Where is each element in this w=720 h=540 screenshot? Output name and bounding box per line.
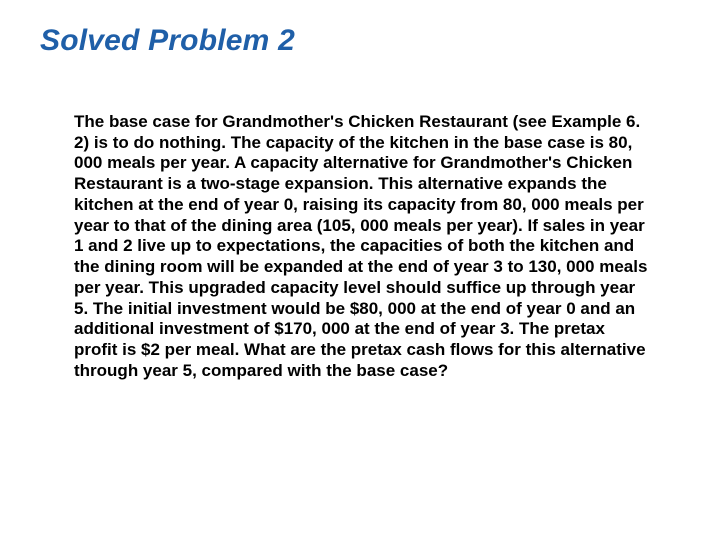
slide-body-text: The base case for Grandmother's Chicken … [74, 112, 652, 382]
slide-container: Solved Problem 2 The base case for Grand… [0, 0, 720, 540]
slide-title: Solved Problem 2 [40, 24, 295, 58]
